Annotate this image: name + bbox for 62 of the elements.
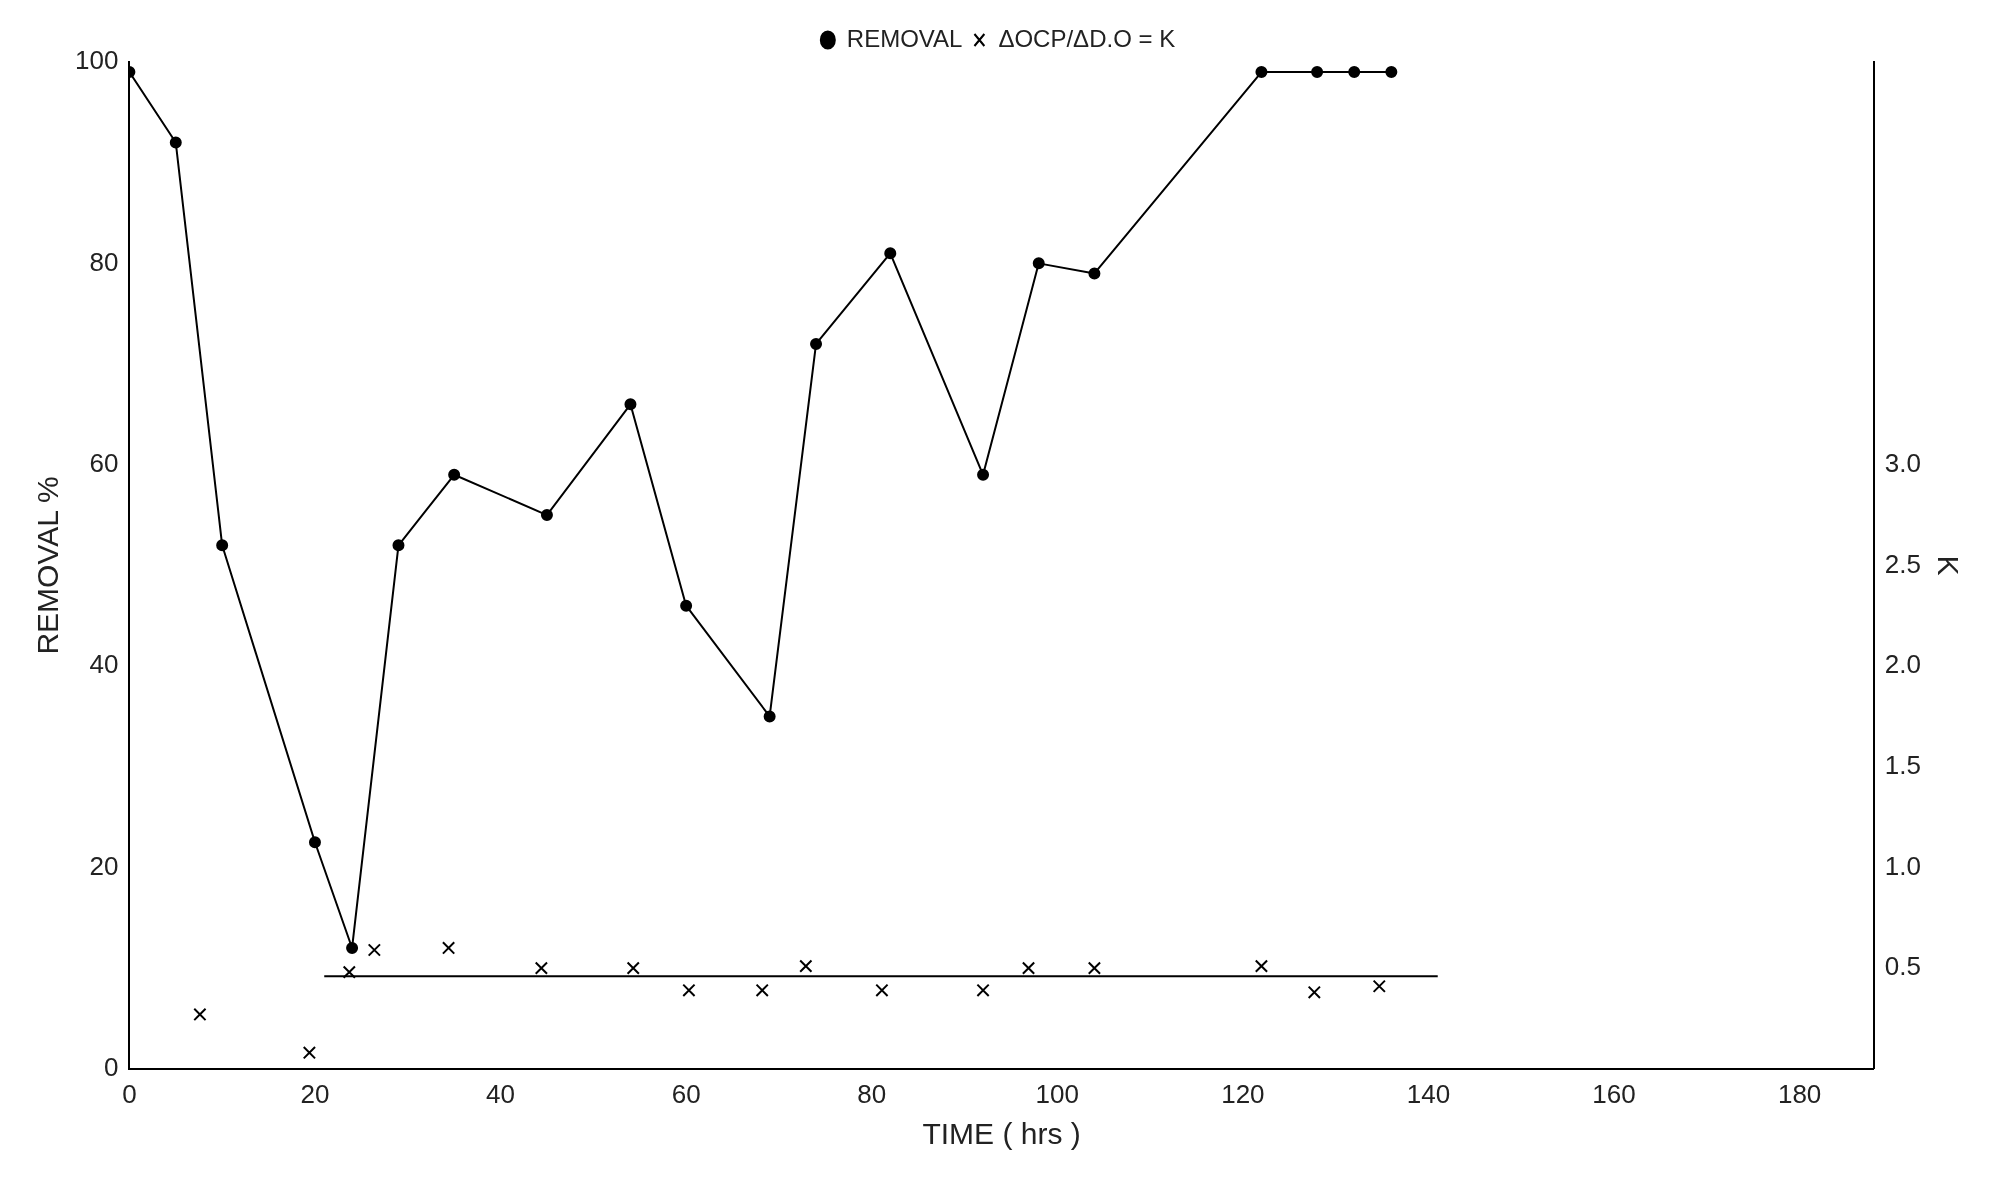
point: [216, 539, 229, 552]
y2-tick-label: 2.5: [1884, 548, 1922, 579]
point: [308, 836, 321, 849]
point: [367, 943, 382, 957]
point: [976, 983, 990, 997]
y2-axis-title: K: [1931, 555, 1965, 576]
point: [1021, 961, 1036, 975]
y-axis-title: REMOVAL %: [31, 476, 65, 655]
x-tick-label: 180: [1777, 1078, 1822, 1109]
point: [1254, 959, 1269, 973]
point: [441, 941, 456, 955]
point: [346, 941, 359, 954]
y2-tick-label: 1.0: [1884, 850, 1922, 881]
point: [1255, 66, 1268, 79]
point: [1348, 66, 1361, 79]
point: [342, 965, 356, 979]
y-tick-label: 80: [89, 246, 119, 277]
point: [1087, 961, 1102, 975]
x-tick-label: 20: [300, 1078, 330, 1109]
x-tick-label: 140: [1406, 1078, 1451, 1109]
y2-tick-label: 3.0: [1884, 447, 1922, 478]
y2-tick-label: 1.5: [1884, 749, 1922, 780]
point: [534, 961, 549, 975]
point: [810, 337, 823, 350]
y-tick-label: 0: [103, 1051, 119, 1082]
point: [448, 468, 461, 481]
y2-tick-label: 2.0: [1884, 649, 1922, 680]
point: [540, 509, 553, 522]
x-tick-label: 160: [1592, 1078, 1636, 1109]
point: [755, 983, 769, 997]
point: [763, 710, 776, 723]
point: [392, 539, 405, 552]
point: [680, 599, 693, 612]
x-axis-title: TIME ( hrs ): [922, 1117, 1081, 1151]
point: [884, 247, 897, 260]
point: [1088, 267, 1101, 280]
point: [977, 468, 990, 481]
legend-label: ΔOCP/ΔD.O = K: [998, 24, 1176, 52]
point: [193, 1007, 207, 1022]
point: [626, 961, 640, 975]
y2-tick-label: 0.5: [1884, 951, 1922, 982]
point: [1307, 985, 1321, 999]
point: [799, 959, 813, 973]
y-tick-label: 100: [74, 45, 119, 76]
point: [682, 983, 696, 997]
x-tick-label: 80: [857, 1078, 887, 1109]
point: [1311, 66, 1324, 79]
y-tick-label: 40: [89, 649, 119, 680]
point: [1372, 979, 1386, 993]
y-tick-label: 60: [89, 447, 119, 478]
point: [169, 136, 182, 149]
x-tick-label: 100: [1035, 1078, 1079, 1109]
point: [624, 398, 637, 411]
x-tick-label: 40: [486, 1078, 516, 1109]
point: [1032, 257, 1045, 270]
point: [1385, 66, 1398, 79]
point: [875, 983, 889, 997]
point: [302, 1046, 317, 1060]
y-tick-label: 20: [89, 850, 119, 881]
x-tick-label: 120: [1221, 1078, 1265, 1109]
legend-label: REMOVAL: [846, 24, 963, 52]
x-tick-label: 60: [671, 1078, 701, 1109]
